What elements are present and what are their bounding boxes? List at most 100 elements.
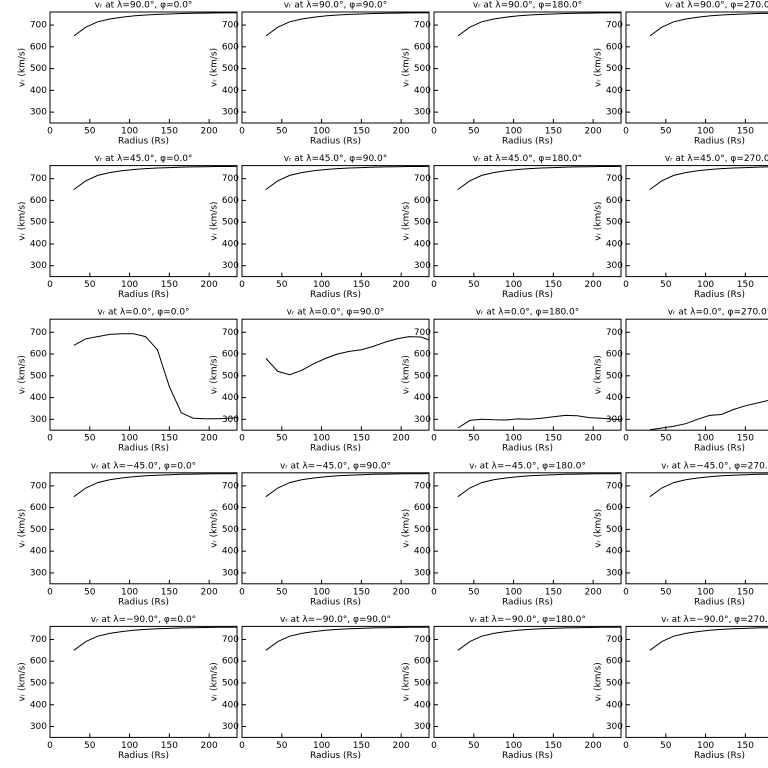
x-tick-label: 200: [585, 280, 602, 290]
x-tick-label: 0: [239, 587, 245, 597]
y-tick-label: 500: [222, 218, 239, 228]
x-axis-label: Radius (Rs): [118, 597, 169, 607]
plot-frame: [433, 625, 622, 738]
y-tick-label: 500: [30, 64, 47, 74]
y-tick-label: 700: [30, 328, 47, 338]
y-tick-label: 600: [606, 42, 623, 52]
chart-title: vᵣ at λ=90.0°, φ=90.0°: [284, 1, 388, 11]
y-tick-label: 300: [414, 261, 431, 271]
plot-frame: [241, 472, 430, 585]
y-tick-label: 600: [30, 196, 47, 206]
y-axis-label: vᵣ (km/s): [18, 509, 28, 548]
x-tick-label: 100: [313, 434, 330, 444]
chart-title: vᵣ at λ=45.0°, φ=180.0°: [473, 154, 582, 164]
x-tick-label: 50: [468, 434, 480, 444]
x-tick-label: 50: [660, 127, 672, 137]
x-tick-label: 150: [161, 280, 178, 290]
x-tick-label: 0: [431, 741, 437, 751]
x-axis-label: Radius (Rs): [118, 290, 169, 300]
x-tick-label: 100: [697, 587, 714, 597]
x-tick-label: 100: [505, 127, 522, 137]
plot-frame: [49, 318, 238, 431]
y-tick-label: 400: [222, 547, 239, 557]
x-axis-label: Radius (Rs): [694, 290, 745, 300]
plot-frame: [241, 11, 430, 124]
y-tick-label: 400: [414, 547, 431, 557]
y-tick-label: 600: [414, 42, 431, 52]
plot-frame: [433, 165, 622, 278]
x-tick-label: 50: [84, 741, 96, 751]
x-axis-label: Radius (Rs): [694, 444, 745, 454]
plot-frame: [625, 11, 768, 124]
y-tick-label: 700: [606, 635, 623, 645]
chart-title: vᵣ at λ=0.0°, φ=270.0°: [668, 308, 768, 318]
y-tick-label: 400: [414, 700, 431, 710]
x-tick-label: 100: [505, 434, 522, 444]
plot-frame: [49, 11, 238, 124]
y-axis-label: vᵣ (km/s): [594, 509, 604, 548]
chart-title: vᵣ at λ=45.0°, φ=270.0°: [665, 154, 768, 164]
y-tick-label: 300: [30, 415, 47, 425]
y-axis-label: vᵣ (km/s): [402, 662, 412, 701]
y-tick-label: 600: [222, 503, 239, 513]
data-line: [649, 166, 768, 190]
x-axis-label: Radius (Rs): [310, 751, 361, 761]
y-tick-label: 400: [30, 239, 47, 249]
y-tick-label: 500: [414, 64, 431, 74]
y-tick-label: 400: [606, 239, 623, 249]
x-axis-label: Radius (Rs): [310, 137, 361, 147]
x-tick-label: 200: [201, 434, 218, 444]
y-tick-label: 500: [606, 525, 623, 535]
x-tick-label: 0: [623, 280, 629, 290]
y-tick-label: 300: [414, 568, 431, 578]
y-tick-label: 500: [222, 678, 239, 688]
y-axis-label: vᵣ (km/s): [210, 355, 220, 394]
x-tick-label: 150: [161, 127, 178, 137]
x-tick-label: 100: [121, 127, 138, 137]
x-tick-label: 100: [697, 127, 714, 137]
y-tick-label: 700: [222, 481, 239, 491]
x-tick-label: 150: [353, 587, 370, 597]
x-tick-label: 50: [84, 127, 96, 137]
y-axis-label: vᵣ (km/s): [402, 509, 412, 548]
data-line: [73, 12, 238, 37]
y-tick-label: 300: [606, 261, 623, 271]
data-line: [649, 473, 768, 498]
chart-title: vᵣ at λ=−45.0°, φ=0.0°: [91, 461, 196, 471]
x-tick-label: 100: [697, 434, 714, 444]
x-tick-label: 0: [239, 741, 245, 751]
y-axis-label: vᵣ (km/s): [210, 48, 220, 87]
plot-frame: [433, 11, 622, 124]
x-tick-label: 100: [121, 741, 138, 751]
y-tick-label: 300: [414, 415, 431, 425]
x-tick-label: 50: [660, 587, 672, 597]
y-tick-label: 600: [606, 350, 623, 360]
data-line: [265, 12, 430, 37]
x-tick-label: 0: [47, 127, 53, 137]
y-axis-label: vᵣ (km/s): [210, 201, 220, 240]
x-tick-label: 50: [84, 280, 96, 290]
x-tick-label: 0: [431, 434, 437, 444]
x-tick-label: 150: [161, 741, 178, 751]
x-tick-label: 50: [468, 280, 480, 290]
y-tick-label: 600: [30, 503, 47, 513]
y-axis-label: vᵣ (km/s): [18, 48, 28, 87]
x-tick-label: 150: [737, 741, 754, 751]
x-tick-label: 200: [393, 741, 410, 751]
y-tick-label: 500: [414, 525, 431, 535]
x-axis-label: Radius (Rs): [502, 444, 553, 454]
x-tick-label: 0: [239, 127, 245, 137]
y-tick-label: 500: [606, 678, 623, 688]
plot-frame: [49, 625, 238, 738]
data-line: [457, 165, 622, 190]
data-line: [265, 626, 430, 651]
x-axis-label: Radius (Rs): [502, 597, 553, 607]
x-tick-label: 0: [623, 127, 629, 137]
y-tick-label: 400: [606, 393, 623, 403]
chart-title: vᵣ at λ=−45.0°, φ=270.0°: [661, 461, 768, 471]
x-tick-label: 200: [393, 127, 410, 137]
y-tick-label: 700: [414, 635, 431, 645]
y-tick-label: 700: [222, 635, 239, 645]
y-tick-label: 600: [30, 350, 47, 360]
y-tick-label: 700: [606, 328, 623, 338]
